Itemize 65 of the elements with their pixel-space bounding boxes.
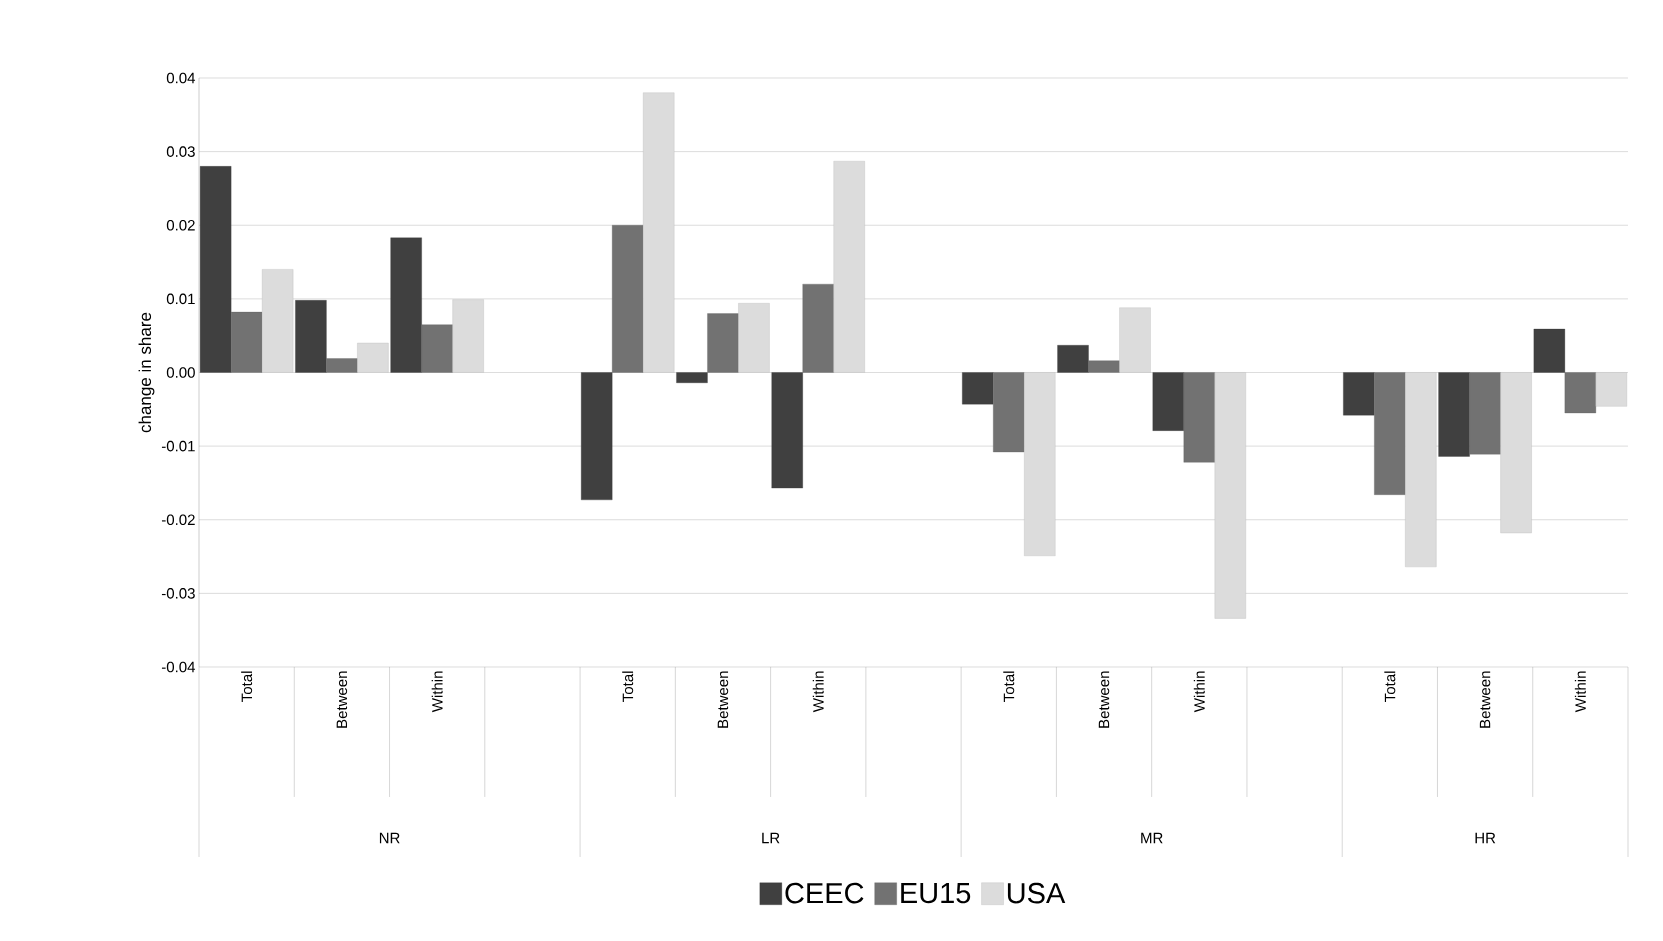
bar bbox=[452, 299, 484, 373]
bar bbox=[802, 283, 834, 373]
bar bbox=[1152, 372, 1184, 431]
y-tick-label: 0.02 bbox=[166, 219, 195, 231]
bar bbox=[1438, 372, 1470, 457]
y-tick-label: 0.03 bbox=[166, 146, 195, 157]
bar bbox=[326, 358, 358, 373]
bar bbox=[1214, 372, 1246, 619]
bar bbox=[1374, 372, 1406, 495]
bar bbox=[1119, 307, 1151, 373]
bar bbox=[1469, 372, 1501, 455]
x-tick-label: Total bbox=[241, 671, 253, 702]
bar bbox=[676, 372, 708, 383]
bar bbox=[962, 372, 994, 405]
bar bbox=[833, 161, 865, 373]
bar bbox=[295, 300, 327, 373]
x-tick-label: Total bbox=[622, 671, 634, 702]
bar bbox=[1024, 372, 1056, 556]
y-tick-label: -0.03 bbox=[161, 588, 195, 599]
x-tick-label: Within bbox=[1574, 671, 1586, 713]
x-tick-label: Between bbox=[1479, 671, 1491, 728]
legend-label: USA bbox=[1007, 882, 1066, 904]
bar bbox=[1183, 372, 1215, 463]
bar bbox=[738, 303, 770, 373]
x-tick-label: Within bbox=[1193, 671, 1205, 713]
y-tick-label: 0.00 bbox=[166, 367, 195, 378]
text: LR bbox=[762, 832, 780, 844]
bar bbox=[707, 313, 739, 373]
bar bbox=[993, 372, 1025, 453]
y-axis-title: change in share bbox=[138, 312, 155, 433]
x-tick-label: Within bbox=[812, 671, 824, 713]
bar bbox=[1564, 372, 1596, 414]
text: HR bbox=[1475, 832, 1496, 844]
text: MR bbox=[1141, 832, 1163, 844]
bar bbox=[1500, 372, 1532, 534]
bar bbox=[199, 166, 232, 373]
bar bbox=[1405, 372, 1437, 568]
x-tick-label: Total bbox=[1003, 671, 1015, 702]
bar bbox=[357, 342, 389, 373]
x-tick-label: Between bbox=[336, 671, 348, 728]
legend-label: EU15 bbox=[901, 883, 971, 904]
bar bbox=[1595, 372, 1628, 407]
bar bbox=[771, 372, 803, 489]
bar bbox=[261, 269, 294, 373]
bar bbox=[390, 237, 422, 373]
bar bbox=[1057, 345, 1089, 373]
text: NR bbox=[379, 832, 400, 844]
bar bbox=[581, 372, 613, 501]
y-tick-label: 0.04 bbox=[166, 72, 196, 84]
bar bbox=[643, 92, 675, 373]
bar bbox=[230, 311, 263, 373]
x-tick-label: Between bbox=[717, 671, 729, 728]
legend-label: CEEC bbox=[785, 882, 864, 904]
x-tick-label: Within bbox=[431, 671, 443, 713]
bar bbox=[1343, 372, 1375, 416]
bar bbox=[1533, 328, 1566, 373]
y-tick-label: 0.01 bbox=[166, 293, 195, 305]
x-tick-label: Between bbox=[1098, 671, 1110, 728]
y-tick-label: -0.01 bbox=[161, 440, 195, 452]
y-tick-label: -0.04 bbox=[161, 661, 196, 673]
bar bbox=[1088, 360, 1120, 373]
y-tick-label: -0.02 bbox=[161, 514, 195, 526]
bar bbox=[612, 225, 644, 373]
bar bbox=[421, 324, 453, 373]
x-tick-label: Total bbox=[1384, 671, 1396, 702]
